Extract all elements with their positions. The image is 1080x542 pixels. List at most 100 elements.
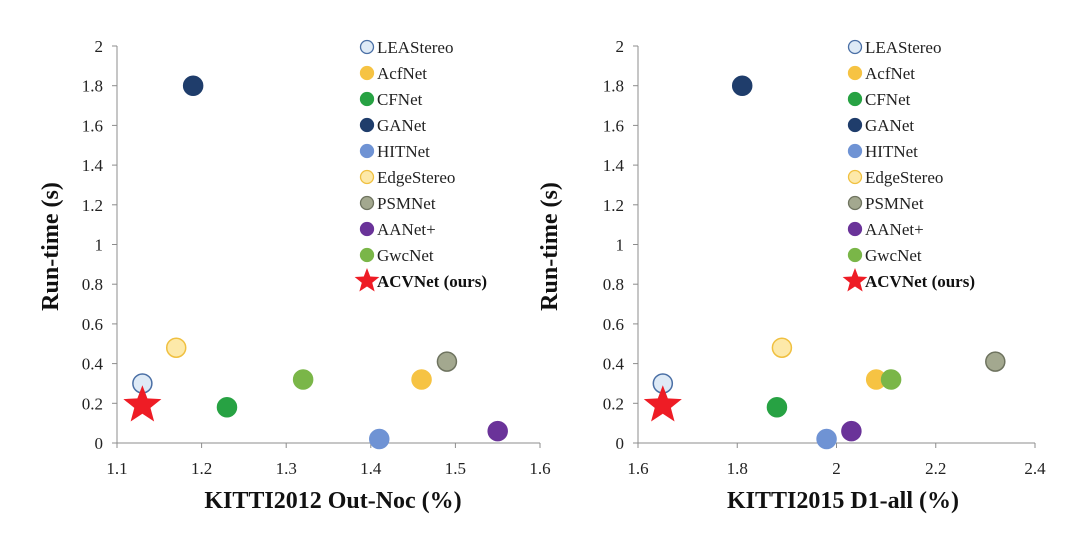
y-tick-label: 1.6 [603,116,624,135]
legend-marker-icon [359,39,375,55]
y-tick-label: 0 [616,434,625,453]
data-point-edgestereo [165,337,187,358]
x-tick-label: 1.3 [276,459,297,478]
legend-item-gwcnet: GwcNet [359,246,434,265]
legend-label: PSMNet [865,194,924,213]
y-tick-label: 1.2 [603,196,624,215]
legend-label: EdgeStereo [865,168,943,187]
legend-item-hitnet: HITNet [359,142,430,161]
legend-item-acvnet-ours: ACVNet (ours) [842,268,975,292]
legend-marker-icon [847,221,863,237]
chart-panel-1: 0 0.2 0.4 0.6 0.8 1 1.2 1.4 1.6 1.8 2 1.1 1.2 1.3 1.4 1… [38,37,551,514]
y-tick-label: 0.8 [82,275,103,294]
legend-label: AcfNet [377,64,427,83]
y-tick-label: 2 [95,37,104,56]
y-tick-label: 0.4 [82,355,104,374]
data-point-acvnet-ours [123,385,162,422]
legend-label: GwcNet [377,246,434,265]
legend-marker-icon [847,169,863,185]
legend-item-ganet: GANet [847,116,914,135]
chart-panel-2: 0 0.2 0.4 0.6 0.8 1 1.2 1.4 1.6 1.8 2 1.6 1.8 2 2.2 2.4… [537,37,1046,514]
legend-item-aanet: AANet+ [847,220,924,239]
y-axis-title: Run-time (s) [537,182,563,311]
legend-marker-icon [847,117,863,133]
legend-label: ACVNet (ours) [865,272,975,291]
legend-label: LEAStereo [377,38,453,57]
y-tick-label: 0.2 [82,394,103,413]
legend-marker-icon [359,221,375,237]
legend-item-ganet: GANet [359,116,426,135]
data-point-gwcnet [880,369,902,390]
legend-item-cfnet: CFNet [847,90,911,109]
legend-label: GANet [865,116,914,135]
x-tick-label: 1.1 [106,459,127,478]
x-tick-label: 1.2 [191,459,212,478]
legend-label: AANet+ [865,220,924,239]
y-tick-label: 1.4 [82,156,104,175]
legend-marker-star-icon [842,268,868,292]
legend-marker-icon [847,91,863,107]
y-tick-label: 2 [616,37,625,56]
y-tick-label: 1.8 [603,77,624,96]
legend-label: AcfNet [865,64,915,83]
y-tick-label: 1.8 [82,77,103,96]
legend-marker-icon [359,143,375,159]
legend-label: AANet+ [377,220,436,239]
legend-label: CFNet [377,90,423,109]
data-point-acfnet [411,369,432,390]
legend-label: GANet [377,116,426,135]
legend-item-acvnet-ours: ACVNet (ours) [354,268,487,292]
legend-item-acfnet: AcfNet [359,64,427,83]
y-tick-label: 1.6 [82,116,103,135]
legend-item-edgestereo: EdgeStereo [359,168,455,187]
x-tick-label: 1.6 [529,459,550,478]
legend-marker-icon [359,91,375,107]
legend-marker-star-icon [354,268,380,292]
legend-item-gwcnet: GwcNet [847,246,922,265]
legend-marker-icon [359,65,375,81]
x-tick-label: 2.4 [1024,459,1046,478]
legend-item-cfnet: CFNet [359,90,423,109]
data-point-psmnet [985,351,1006,372]
y-tick-label: 1.4 [603,156,625,175]
data-point-aanet [841,420,862,442]
x-axis-title: KITTI2015 D1-all (%) [727,488,959,514]
y-tick-label: 0 [95,434,104,453]
data-point-aanet [487,420,508,442]
legend-label: HITNet [865,142,918,161]
legend-label: EdgeStereo [377,168,455,187]
legend-item-acfnet: AcfNet [847,64,915,83]
legend-item-leastereo: LEAStereo [847,38,941,57]
x-tick-label: 1.4 [360,459,382,478]
data-point-cfnet [766,397,788,418]
y-axis-title: Run-time (s) [38,182,64,311]
data-point-edgestereo [771,337,793,358]
y-tick-label: 1 [616,236,625,255]
legend-marker-icon [359,117,375,133]
legend-marker-icon [359,169,375,185]
legend-item-edgestereo: EdgeStereo [847,168,943,187]
legend-marker-icon [847,39,863,55]
legend-label: PSMNet [377,194,436,213]
legend-item-aanet: AANet+ [359,220,436,239]
legend-marker-icon [359,247,375,263]
y-tick-label: 0.8 [603,275,624,294]
data-point-hitnet [369,428,390,450]
data-point-acvnet-ours [643,385,682,422]
legend-item-psmnet: PSMNet [847,194,924,213]
legend-marker-icon [847,247,863,263]
y-tick-label: 0.4 [603,355,625,374]
legend: LEAStereo AcfNet CFNet GANet HITNet EdgeStere… [354,38,487,292]
legend-label: GwcNet [865,246,922,265]
legend-marker-icon [847,143,863,159]
x-tick-label: 1.6 [627,459,648,478]
legend-marker-icon [359,195,375,211]
data-point-cfnet [216,397,238,418]
legend-label: HITNet [377,142,430,161]
legend-label: LEAStereo [865,38,941,57]
legend-item-leastereo: LEAStereo [359,38,453,57]
data-point-hitnet [816,428,837,450]
x-tick-label: 2.2 [925,459,946,478]
legend-item-hitnet: HITNet [847,142,918,161]
